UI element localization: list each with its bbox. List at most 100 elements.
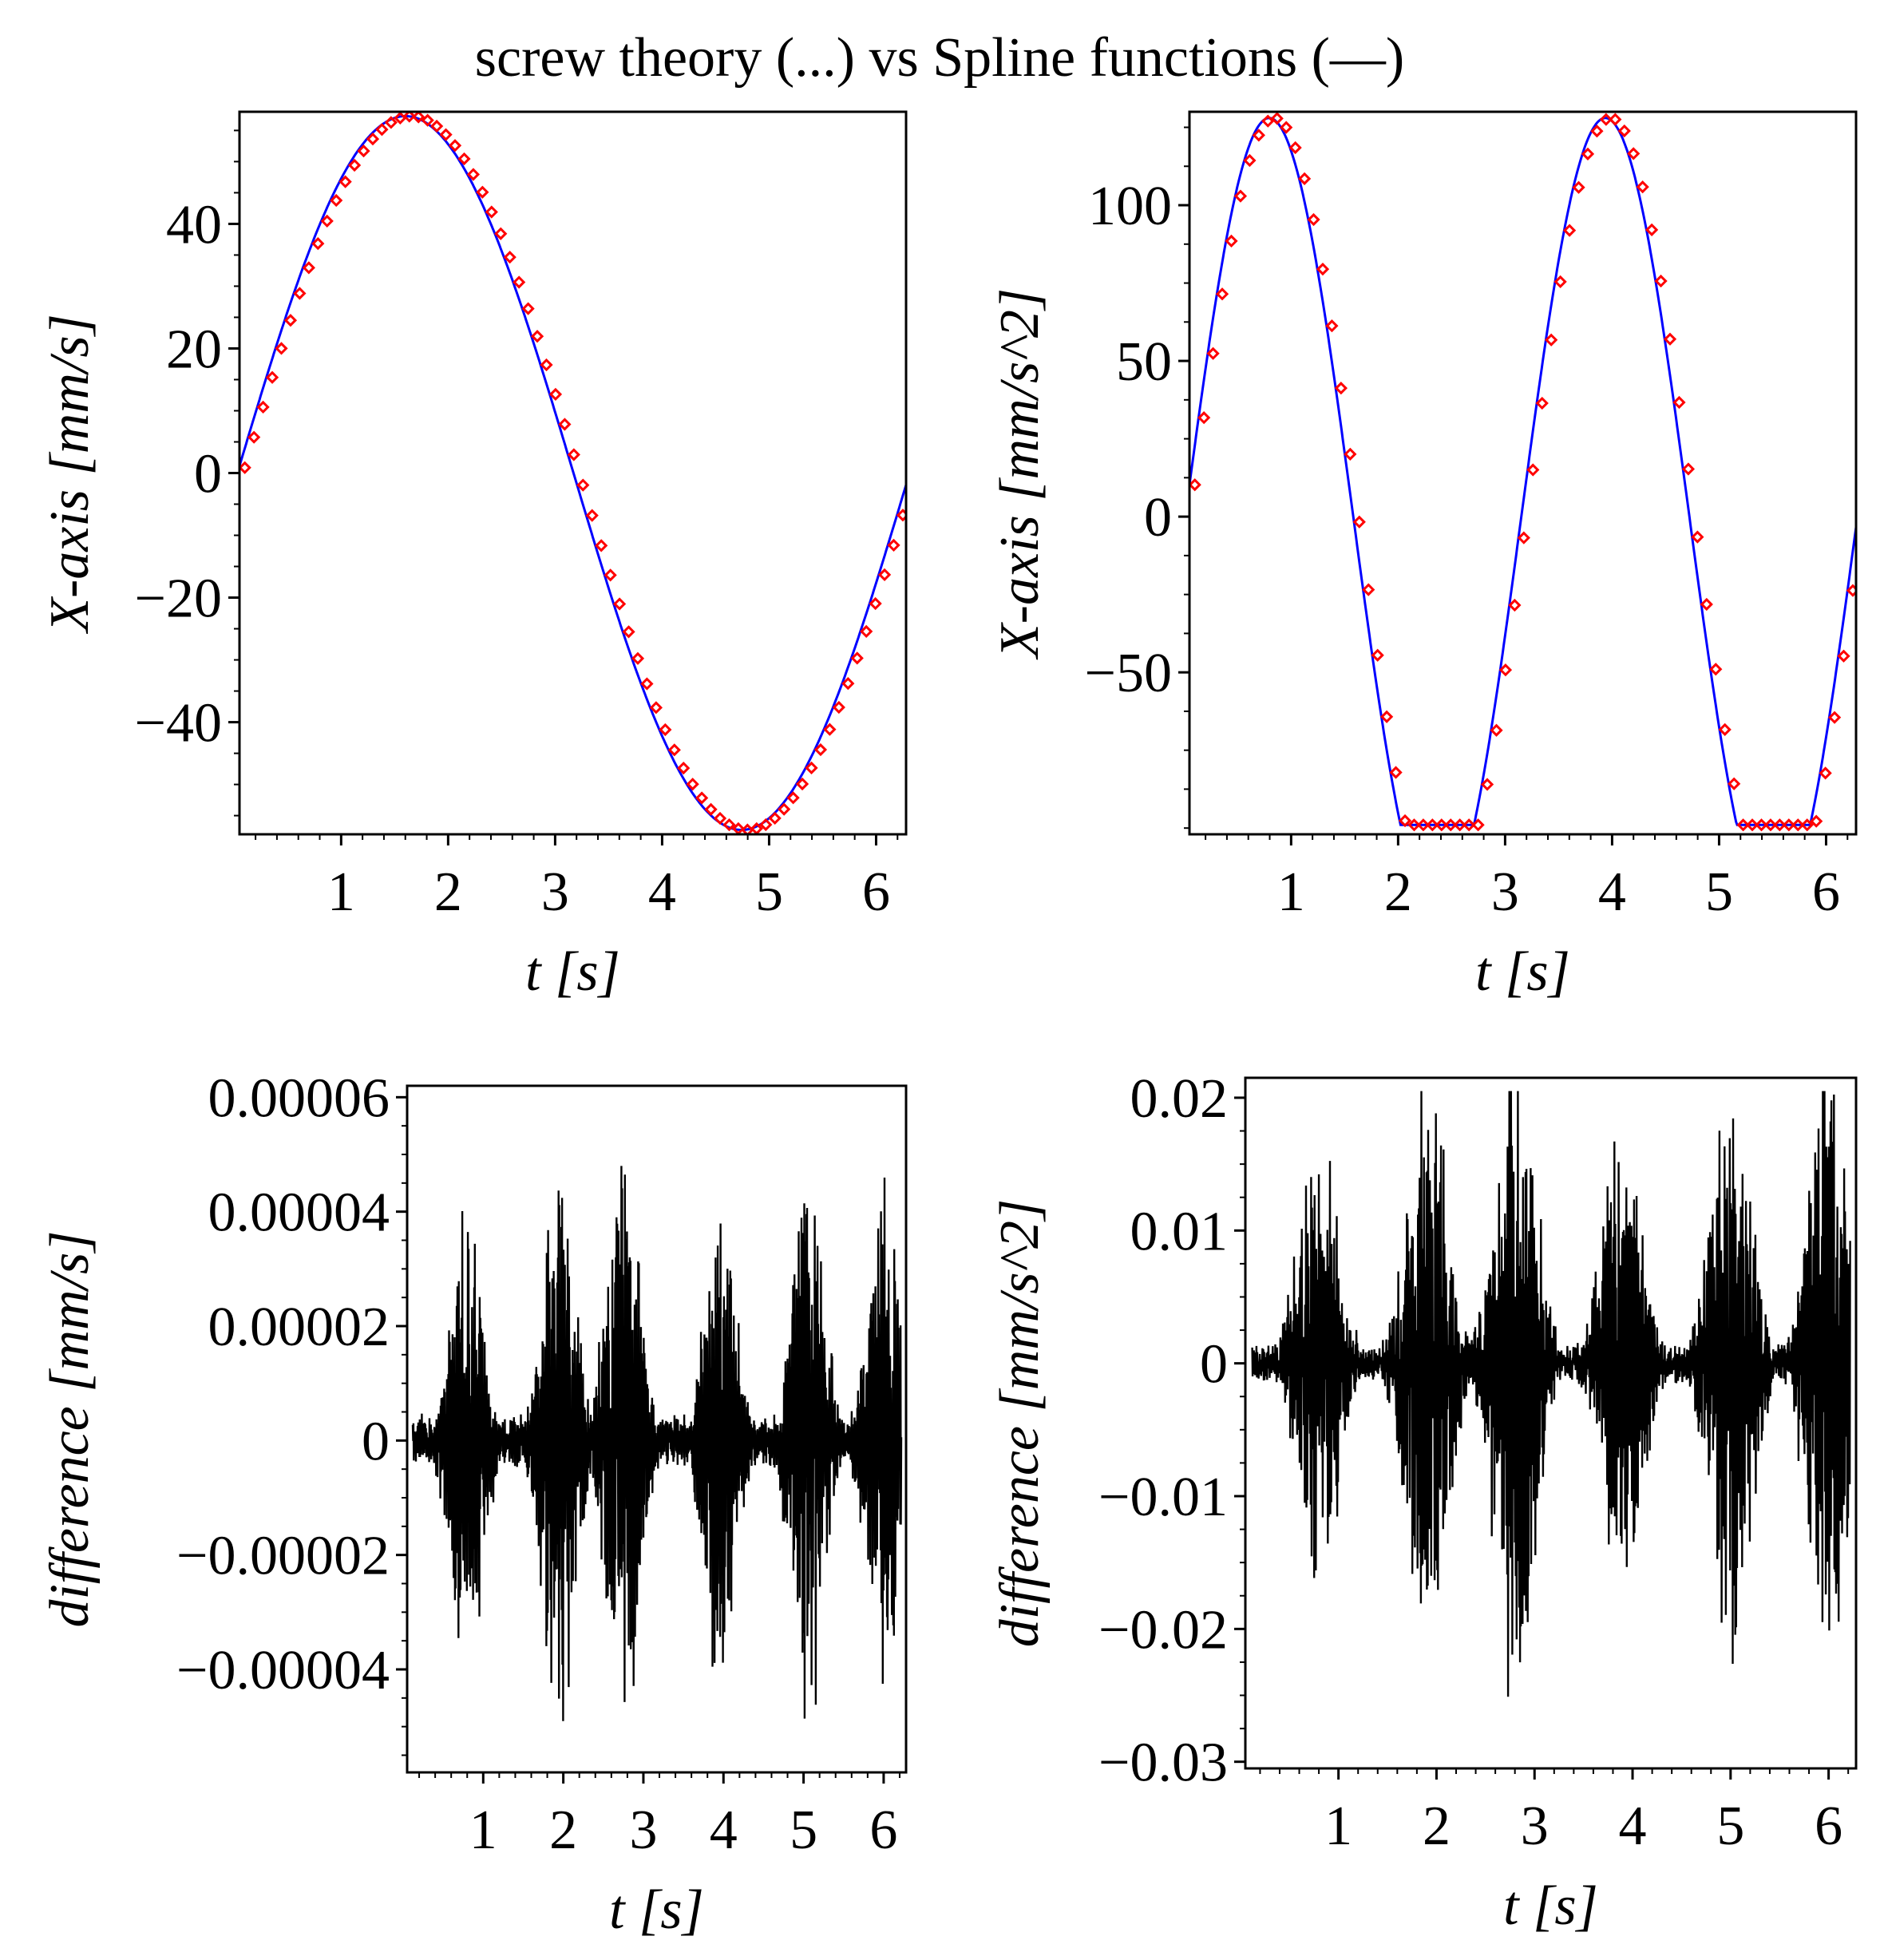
data-point xyxy=(1663,332,1677,346)
figure-title: screw theory (...) vs Spline functions (… xyxy=(475,27,1404,89)
data-point xyxy=(704,802,718,816)
data-point xyxy=(1791,818,1805,832)
data-point xyxy=(366,132,380,146)
y-axis-label: X-axis [mm/s] xyxy=(39,314,101,635)
data-point xyxy=(429,119,444,133)
data-point xyxy=(1280,121,1293,134)
series-1-line xyxy=(411,1166,903,1721)
data-point xyxy=(1562,224,1577,237)
series-1-line xyxy=(239,115,906,831)
data-point xyxy=(1545,333,1558,346)
data-point xyxy=(1344,447,1357,461)
data-point xyxy=(513,275,526,289)
data-point xyxy=(612,597,627,611)
y-tick-label: −40 xyxy=(135,693,222,754)
x-tick-label: 6 xyxy=(862,861,890,923)
x-axis-label: t [s] xyxy=(525,941,620,1003)
data-point xyxy=(275,342,288,355)
data-point xyxy=(330,193,343,208)
data-point xyxy=(1498,663,1513,677)
data-point xyxy=(1435,818,1448,832)
data-point xyxy=(1590,125,1604,138)
data-line xyxy=(239,115,906,831)
data-point xyxy=(293,287,307,300)
x-tick-label: 6 xyxy=(1812,861,1840,923)
x-tick-label: 1 xyxy=(469,1800,497,1861)
data-point xyxy=(1398,814,1412,828)
data-point xyxy=(1462,818,1476,832)
x-tick-label: 4 xyxy=(1598,861,1626,923)
data-point xyxy=(1645,223,1659,236)
data-point xyxy=(604,568,617,582)
data-point xyxy=(338,175,352,188)
data-point xyxy=(1827,711,1842,724)
data-point xyxy=(265,370,279,384)
data-point xyxy=(412,112,425,124)
data-point xyxy=(1782,818,1795,832)
data-point xyxy=(311,236,325,251)
data-point xyxy=(1691,530,1704,544)
y-tick-label: 0 xyxy=(1200,1334,1228,1396)
x-tick-label: 3 xyxy=(629,1800,657,1861)
data-point xyxy=(1389,766,1403,779)
data-point xyxy=(1553,275,1567,289)
data-point xyxy=(1480,778,1494,791)
x-tick-label: 4 xyxy=(648,861,676,923)
data-point xyxy=(1517,531,1530,544)
x-tick-label: 5 xyxy=(1716,1796,1744,1857)
data-point xyxy=(1728,777,1741,790)
data-point xyxy=(476,185,489,199)
series-1-line xyxy=(1189,117,1856,826)
data-point xyxy=(347,158,362,172)
data-point xyxy=(786,791,800,805)
y-tick-label: 0 xyxy=(1144,487,1172,548)
data-point xyxy=(1636,180,1649,194)
data-point xyxy=(239,461,251,474)
x-tick-label: 6 xyxy=(869,1800,897,1861)
data-point xyxy=(1700,597,1713,612)
data-point xyxy=(1681,462,1696,476)
data-point xyxy=(1508,598,1522,612)
y-tick-label: 0.01 xyxy=(1130,1201,1229,1262)
data-point xyxy=(540,358,553,372)
y-tick-label: 0.02 xyxy=(1130,1068,1229,1130)
data-point xyxy=(667,743,681,757)
data-point xyxy=(622,625,635,639)
data-point xyxy=(686,778,699,791)
data-point xyxy=(1426,818,1439,832)
data-point xyxy=(320,214,334,228)
y-tick-label: 50 xyxy=(1116,331,1172,393)
plot-frame xyxy=(1244,1076,1858,1770)
data-point xyxy=(1810,814,1823,828)
data-point xyxy=(659,723,672,737)
data-point xyxy=(1243,153,1257,168)
data-line xyxy=(1189,117,1856,826)
y-tick-label: −0.01 xyxy=(1098,1467,1228,1528)
data-point xyxy=(1416,818,1431,832)
y-tick-label: 0 xyxy=(362,1411,390,1472)
data-point xyxy=(402,112,416,123)
y-tick-label: 0.00004 xyxy=(208,1182,390,1244)
data-point xyxy=(1215,287,1229,301)
data-point xyxy=(841,676,855,691)
x-tick-label: 1 xyxy=(1277,861,1305,923)
data-point xyxy=(877,568,892,582)
data-point xyxy=(823,723,837,736)
data-point xyxy=(1371,648,1384,662)
y-axis-label: difference [mm/s^2] xyxy=(989,1199,1051,1648)
data-point xyxy=(384,116,398,129)
chart-panel-4: 1 2 3 4 5 6 −0.03 −0.02 −0.01 0 0.01 0.02 t [s] diffe… xyxy=(989,1068,1858,1937)
data-point xyxy=(1444,818,1458,832)
chart-panel-1: 1 2 3 4 5 6 −40 −20 0 20 40 t [s] X-axis [mm/s] xyxy=(39,110,908,1003)
data-point xyxy=(1189,478,1201,492)
x-tick-label: 2 xyxy=(1384,861,1412,923)
x-tick-label: 3 xyxy=(541,861,569,923)
data-point xyxy=(457,152,471,166)
data-point xyxy=(1654,274,1668,288)
plot-frame xyxy=(406,1084,908,1774)
data-point xyxy=(530,330,544,343)
data-point xyxy=(394,112,407,125)
data-point xyxy=(1763,818,1778,832)
data-point xyxy=(713,811,727,826)
data-point xyxy=(768,811,782,826)
